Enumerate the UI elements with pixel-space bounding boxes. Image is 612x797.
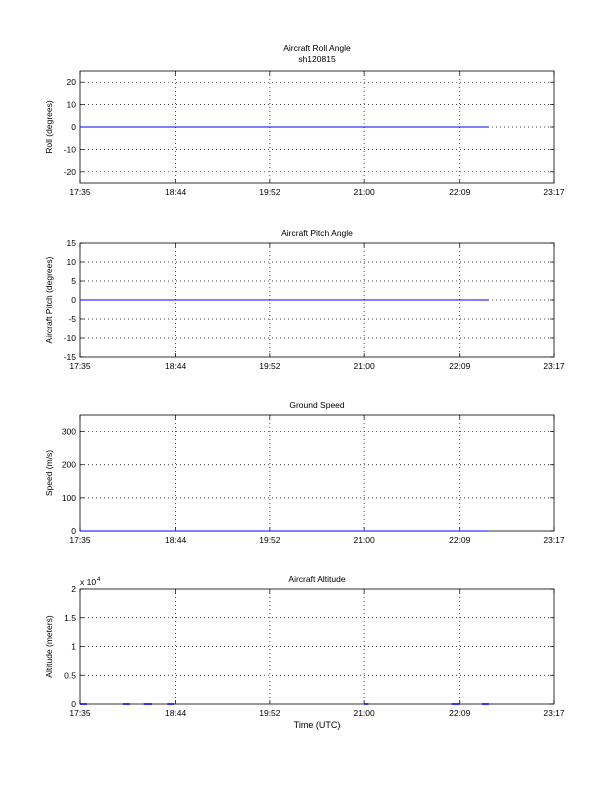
x-tick-label: 23:17 bbox=[543, 361, 565, 371]
y-tick-label: 0 bbox=[71, 295, 76, 305]
y-tick-label: 10 bbox=[67, 100, 77, 110]
x-tick-label: 22:09 bbox=[449, 187, 471, 197]
y-tick-label: 200 bbox=[62, 460, 76, 470]
x-tick-label: 22:09 bbox=[449, 535, 471, 545]
chart-title: Aircraft Roll Angle bbox=[283, 43, 351, 53]
y-tick-label: 0.5 bbox=[64, 670, 76, 680]
x-tick-label: 22:09 bbox=[449, 361, 471, 371]
y-tick-label: 1 bbox=[71, 642, 76, 652]
x-tick-label: 18:44 bbox=[165, 187, 187, 197]
x-tick-label: 17:35 bbox=[69, 187, 91, 197]
chart-subtitle: sh120815 bbox=[298, 54, 336, 64]
y-exponent-base: x 10 bbox=[80, 577, 96, 587]
y-axis-label: Roll (degrees) bbox=[44, 100, 54, 154]
chart-title: Ground Speed bbox=[289, 400, 345, 410]
y-tick-label: 0 bbox=[71, 699, 76, 709]
y-tick-label: 0 bbox=[71, 122, 76, 132]
x-tick-label: 21:00 bbox=[353, 187, 375, 197]
x-tick-label: 19:52 bbox=[259, 535, 281, 545]
x-tick-label: 23:17 bbox=[543, 187, 565, 197]
y-tick-label: 15 bbox=[67, 238, 77, 248]
y-tick-label: 10 bbox=[67, 257, 77, 267]
x-tick-label: 19:52 bbox=[259, 708, 281, 718]
y-tick-label: -20 bbox=[64, 167, 77, 177]
x-tick-label: 17:35 bbox=[69, 361, 91, 371]
y-tick-label: 20 bbox=[67, 77, 77, 87]
x-tick-label: 21:00 bbox=[353, 535, 375, 545]
x-axis-label: Time (UTC) bbox=[294, 720, 341, 730]
chart-title: Aircraft Pitch Angle bbox=[281, 228, 353, 238]
x-tick-label: 19:52 bbox=[259, 187, 281, 197]
x-tick-label: 18:44 bbox=[165, 361, 187, 371]
x-tick-label: 23:17 bbox=[543, 535, 565, 545]
y-tick-label: 1.5 bbox=[64, 613, 76, 623]
x-tick-label: 22:09 bbox=[449, 708, 471, 718]
chart-title: Aircraft Altitude bbox=[288, 574, 345, 584]
y-axis-label: Speed (m/s) bbox=[44, 450, 54, 496]
x-tick-label: 18:44 bbox=[165, 535, 187, 545]
chart-panel-4 bbox=[79, 588, 555, 705]
y-tick-label: -10 bbox=[64, 144, 77, 154]
y-tick-label: -5 bbox=[68, 314, 76, 324]
chart-panel-3 bbox=[79, 414, 555, 532]
y-tick-label: 100 bbox=[62, 493, 76, 503]
x-tick-label: 23:17 bbox=[543, 708, 565, 718]
y-exponent-power: 4 bbox=[97, 577, 101, 583]
y-tick-label: 300 bbox=[62, 427, 76, 437]
y-tick-label: -15 bbox=[64, 352, 77, 362]
x-tick-label: 17:35 bbox=[69, 708, 91, 718]
y-tick-label: 2 bbox=[71, 584, 76, 594]
y-axis-label: Altitude (meters) bbox=[44, 615, 54, 678]
y-axis-label: Aircraft Pitch (degrees) bbox=[44, 256, 54, 343]
plot-area bbox=[79, 414, 555, 532]
chart-panel-1 bbox=[79, 70, 555, 184]
y-tick-label: -10 bbox=[64, 333, 77, 343]
x-tick-label: 21:00 bbox=[353, 708, 375, 718]
chart-panel-2 bbox=[79, 242, 555, 358]
y-tick-label: 0 bbox=[71, 526, 76, 536]
x-tick-label: 19:52 bbox=[259, 361, 281, 371]
x-tick-label: 18:44 bbox=[165, 708, 187, 718]
x-tick-label: 21:00 bbox=[353, 361, 375, 371]
x-tick-label: 17:35 bbox=[69, 535, 91, 545]
y-tick-label: 5 bbox=[71, 276, 76, 286]
